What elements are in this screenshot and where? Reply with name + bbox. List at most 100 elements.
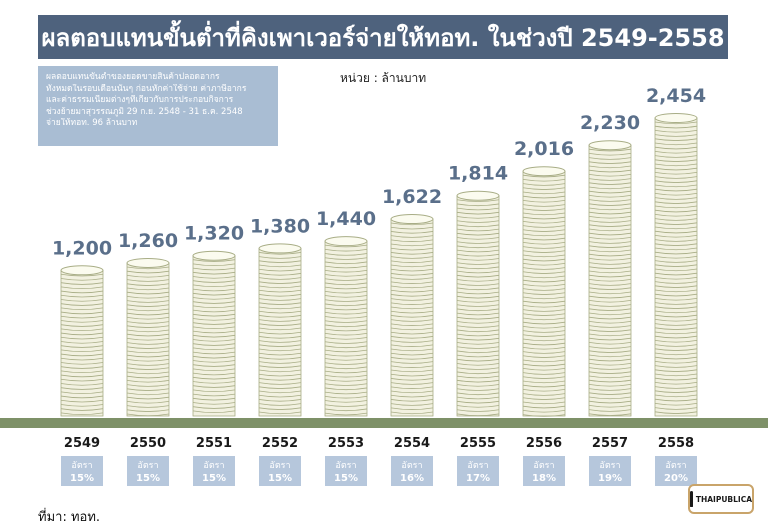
coin-ridge [588, 153, 632, 156]
coin-ridge [522, 183, 566, 186]
coin-ridges [60, 273, 104, 416]
year-tick-label: 2558 [658, 436, 694, 451]
keyhole-icon [690, 491, 693, 507]
coin-ridge [390, 344, 434, 347]
coin-ridge [522, 397, 566, 400]
rate-badge-value: 15% [202, 473, 226, 484]
coin-ridge [390, 352, 434, 356]
coin-ridge [522, 262, 566, 266]
coin-ridge [324, 374, 368, 378]
coin-ridge [126, 270, 170, 274]
rate-badge [127, 456, 169, 486]
coin-ridge [654, 277, 698, 280]
coin-stack-top [324, 236, 368, 247]
coin-ridge [324, 383, 368, 386]
coin-ridge [654, 230, 698, 234]
coin-ridge [456, 241, 500, 244]
value-label: 1,380 [250, 215, 310, 237]
coin-ridge [192, 389, 236, 393]
coin-ridge [588, 270, 632, 274]
coin-ridge [390, 247, 434, 251]
coin-ridge [522, 233, 566, 237]
coin-ridge [522, 321, 566, 325]
coin-ridge [258, 365, 302, 368]
coin-ridge [258, 260, 302, 263]
coin-ridge [588, 203, 632, 206]
coin-ridge [654, 159, 698, 162]
coin-ridge [258, 344, 302, 347]
coin-ridge [390, 268, 434, 272]
coin-ridge [654, 327, 698, 330]
rate-badge-label: อัตรา [665, 461, 686, 471]
coin-ridge [126, 400, 170, 404]
coin-ridge [390, 340, 434, 343]
coin-ridge [456, 279, 500, 282]
coin-ridge [522, 258, 566, 262]
coin-ridge [258, 407, 302, 410]
rate-badge [259, 456, 301, 486]
coin-ridge [192, 326, 236, 330]
coin-ridge [522, 405, 566, 409]
coin-ridge [324, 286, 368, 290]
coin-ridge [456, 413, 500, 417]
coin-ridge [390, 273, 434, 276]
coin-ridge [654, 382, 698, 385]
coin-ridge [126, 333, 170, 337]
coin-ridge [390, 331, 434, 335]
value-label: 1,260 [118, 230, 178, 252]
coin-ridge [60, 362, 104, 365]
coin-ridge [654, 214, 698, 217]
coin-ridge [324, 303, 368, 307]
chart-title: ผลตอบแทนขั้นต่ำที่คิงเพาเวอร์จ่ายให้ทอท.… [38, 15, 728, 59]
coin-ridge [522, 372, 566, 375]
coin-ridge [588, 392, 632, 395]
coin-ridge [126, 312, 170, 316]
coin-ridge [456, 409, 500, 412]
coin-ridge [324, 349, 368, 353]
rate-badge [523, 456, 565, 486]
coin-ridge [126, 379, 170, 383]
coin-ridge [456, 287, 500, 291]
rate-badge-value: 19% [598, 473, 622, 484]
coin-ridge [522, 191, 566, 195]
coin-ridge [588, 165, 632, 169]
coin-ridge [60, 315, 104, 319]
value-label: 1,814 [448, 163, 508, 185]
coin-ridge [192, 267, 236, 271]
coin-ridge [324, 307, 368, 311]
rate-badge [61, 456, 103, 486]
coin-ridge [456, 270, 500, 274]
coin-ridge [522, 330, 566, 333]
rate-badge [325, 456, 367, 486]
coin-ridge [390, 306, 434, 310]
coin-ridge [588, 232, 632, 236]
coin-ridge [522, 237, 566, 241]
rate-badge-label: อัตรา [599, 461, 620, 471]
coin-ridge [192, 292, 236, 296]
rate-badge-label: อัตรา [401, 461, 422, 471]
coin-ridges [588, 148, 632, 416]
coin-ridge [654, 365, 698, 368]
coin-ridge [588, 358, 632, 362]
coin-ridge [654, 184, 698, 188]
coin-ridge [60, 378, 104, 382]
coin-ridge [456, 228, 500, 232]
coin-ridge [654, 188, 698, 192]
coin-ridge [522, 267, 566, 270]
coin-ridge [654, 293, 698, 297]
coin-ridge [324, 261, 368, 265]
coin-ridge [654, 403, 698, 406]
coin-ridge [126, 295, 170, 299]
coin-ridge [456, 337, 500, 341]
coin-ridge [522, 220, 566, 224]
coin-ridge [60, 353, 104, 357]
coin-ridge [60, 336, 104, 340]
coin-ridge [588, 211, 632, 215]
rate-badge [193, 456, 235, 486]
coin-ridge [522, 199, 566, 203]
coin-ridge [60, 311, 104, 315]
coin-stack-bar [654, 113, 698, 417]
coin-ridge [390, 382, 434, 385]
coin-ridge [456, 392, 500, 396]
coin-ridge [522, 388, 566, 392]
